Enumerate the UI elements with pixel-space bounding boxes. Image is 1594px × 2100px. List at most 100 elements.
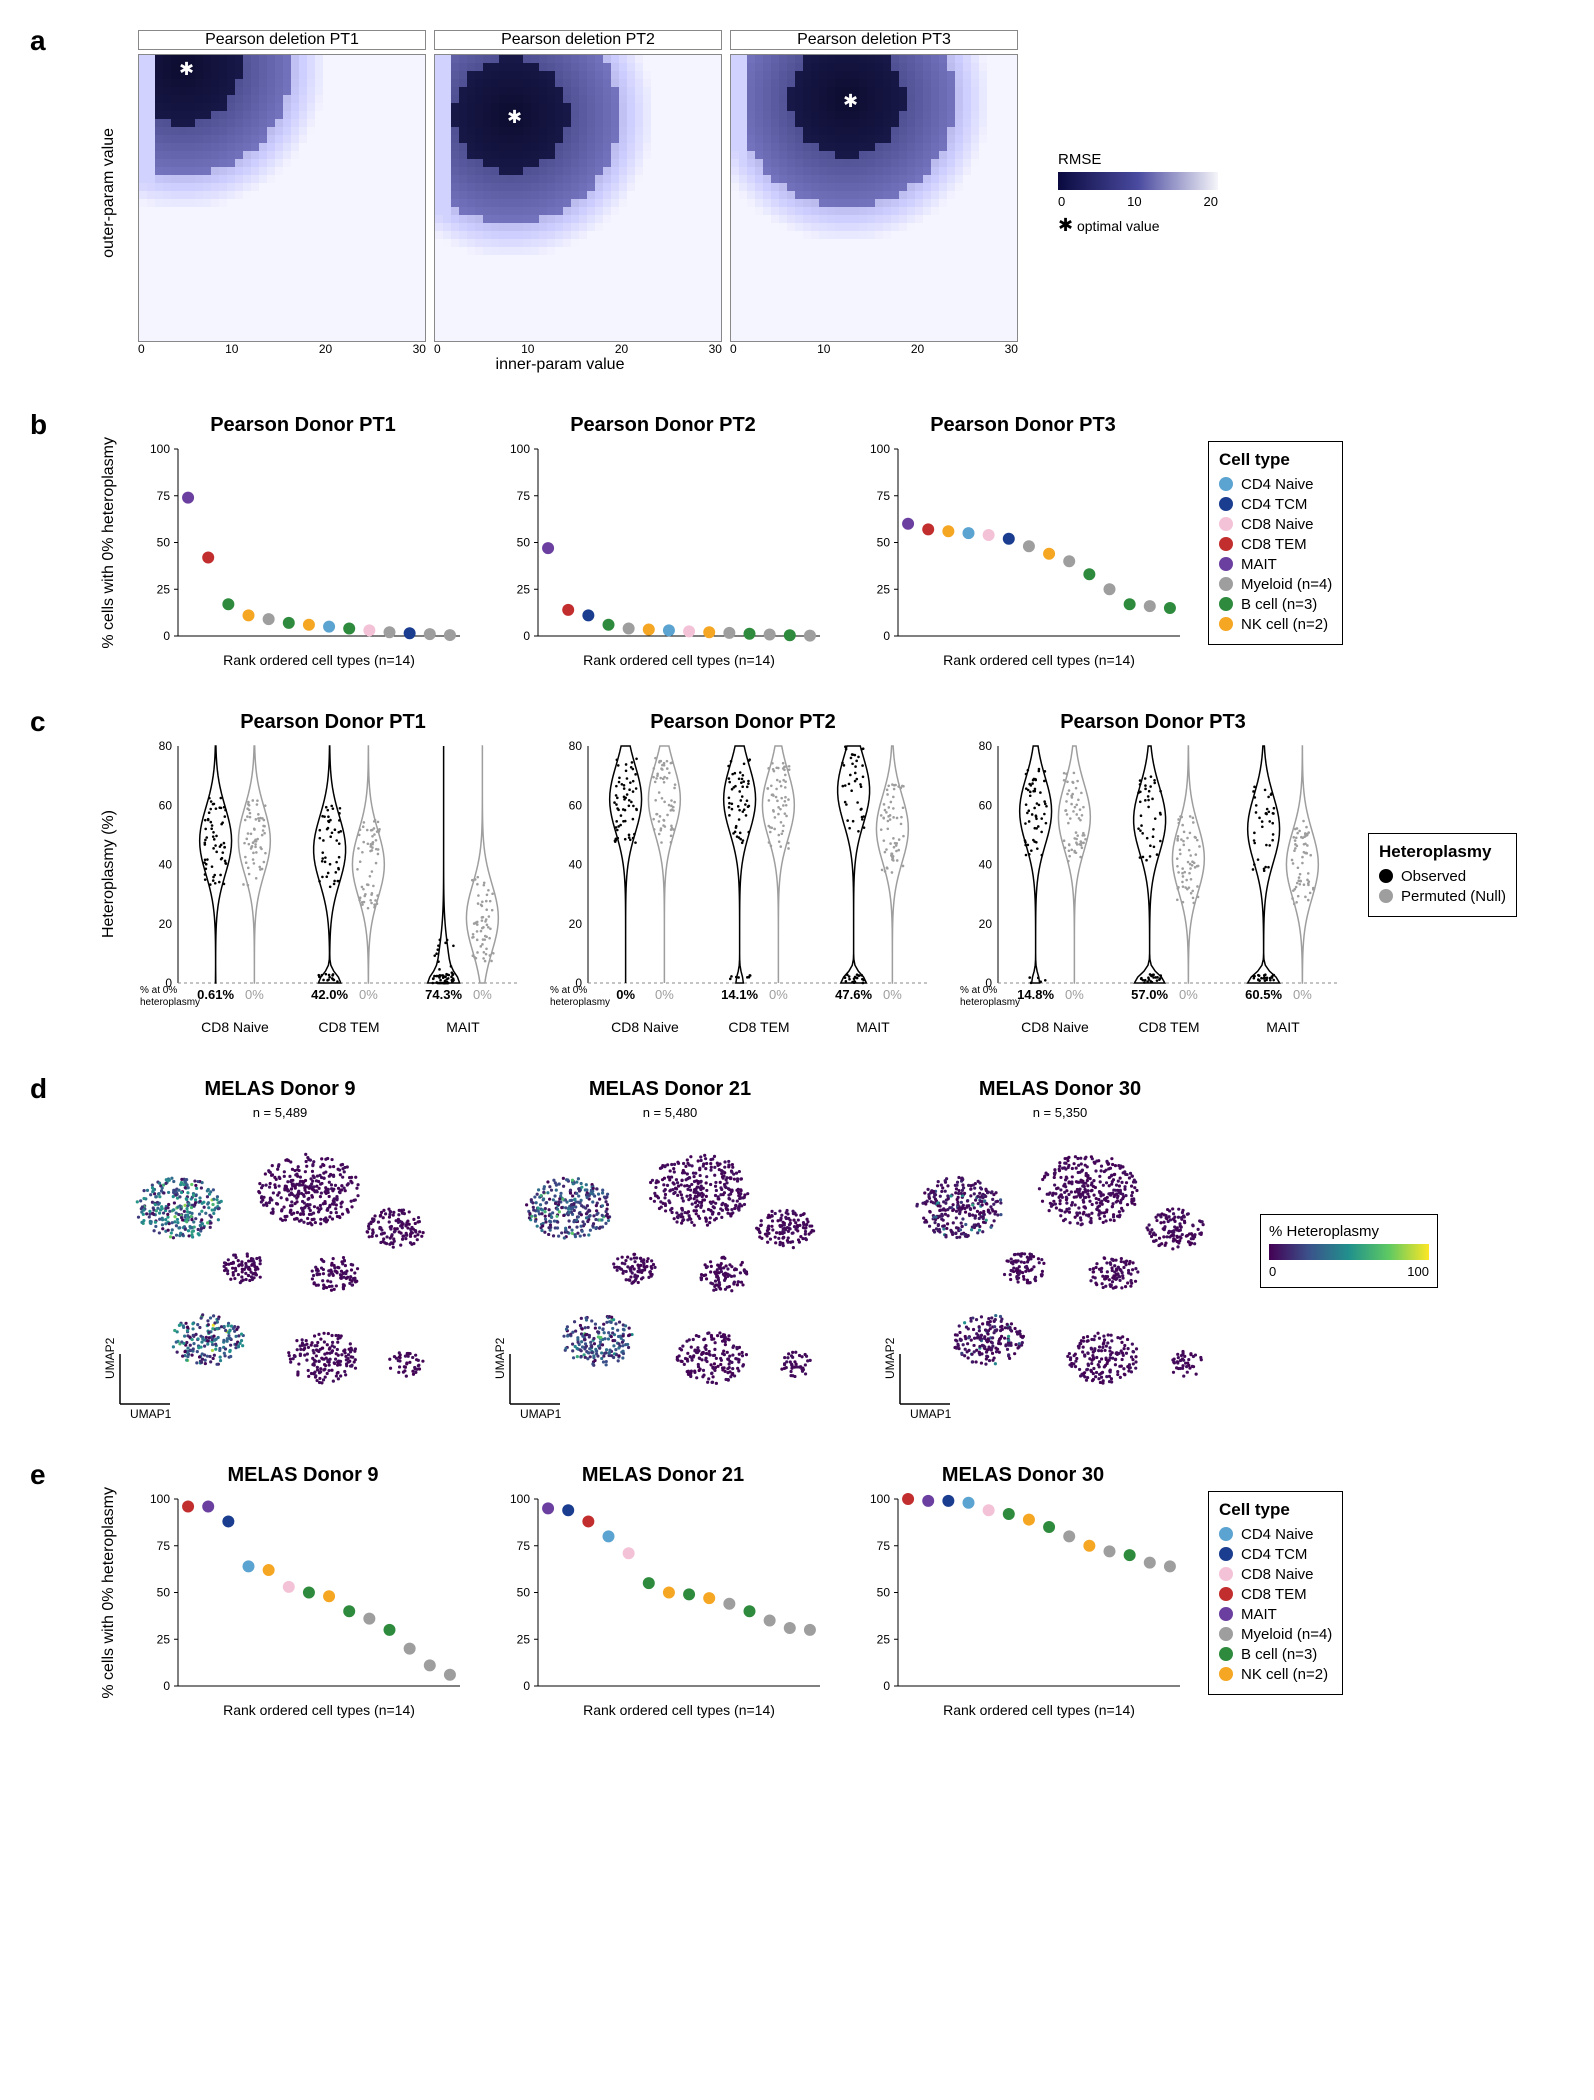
- legend-label: Observed: [1401, 868, 1466, 885]
- legend-label: CD8 TEM: [1241, 1586, 1307, 1603]
- legend-item: MAIT: [1219, 1606, 1332, 1623]
- legend-label: NK cell (n=2): [1241, 1666, 1328, 1683]
- swatch-icon: [1219, 1607, 1233, 1621]
- svg-text:80: 80: [569, 739, 583, 753]
- facet-n: n = 5,350: [880, 1105, 1240, 1120]
- svg-text:✱: ✱: [843, 91, 858, 111]
- svg-text:0%: 0%: [883, 987, 902, 1002]
- legend-title: Heteroplasmy: [1379, 842, 1506, 862]
- panel-d-plots: MELAS Donor 9n = 5,489UMAP2UMAP1MELAS Do…: [100, 1078, 1240, 1424]
- svg-text:50: 50: [157, 536, 171, 550]
- svg-text:Rank ordered cell types (n=14): Rank ordered cell types (n=14): [583, 652, 775, 668]
- het-tick: 100: [1407, 1264, 1429, 1279]
- legend-label: CD4 Naive: [1241, 1526, 1314, 1543]
- legend-hetero-items: Observed Permuted (Null): [1379, 868, 1506, 905]
- svg-text:0: 0: [523, 629, 530, 643]
- facet-title: Pearson deletion PT3: [730, 30, 1018, 50]
- rmse-tick: 0: [1058, 194, 1065, 209]
- rank-scatter: MELAS Donor 90255075100Rank ordered cell…: [138, 1464, 468, 1721]
- svg-text:0%: 0%: [359, 987, 378, 1002]
- svg-text:14.1%: 14.1%: [721, 987, 758, 1002]
- facet-title: MELAS Donor 30: [858, 1464, 1188, 1487]
- panel-c-label: c: [30, 706, 46, 738]
- legend-label: CD8 TEM: [1241, 536, 1307, 553]
- rank-scatter: MELAS Donor 300255075100Rank ordered cel…: [858, 1464, 1188, 1721]
- panel-a-label: a: [30, 25, 46, 57]
- svg-text:Rank ordered cell types (n=14): Rank ordered cell types (n=14): [943, 652, 1135, 668]
- svg-text:CD8 Naive: CD8 Naive: [611, 1019, 679, 1035]
- legend-item: NK cell (n=2): [1219, 1666, 1332, 1683]
- legend-item: CD4 Naive: [1219, 1526, 1332, 1543]
- svg-text:75: 75: [877, 489, 891, 503]
- legend-label: Myeloid (n=4): [1241, 576, 1332, 593]
- svg-text:14.8%: 14.8%: [1017, 987, 1054, 1002]
- facet-title: Pearson Donor PT2: [498, 414, 828, 437]
- panel-e: e % cells with 0% heteroplasmy MELAS Don…: [40, 1464, 1554, 1721]
- svg-text:0.61%: 0.61%: [197, 987, 234, 1002]
- swatch-icon: [1219, 497, 1233, 511]
- legend-label: CD4 TCM: [1241, 496, 1307, 513]
- legend-label: B cell (n=3): [1241, 596, 1317, 613]
- umap-facet: MELAS Donor 9n = 5,489UMAP2UMAP1: [100, 1078, 460, 1424]
- svg-text:47.6%: 47.6%: [835, 987, 872, 1002]
- panel-b-ylabel: % cells with 0% heteroplasmy: [100, 437, 118, 649]
- svg-text:75: 75: [157, 489, 171, 503]
- rank-scatter: Pearson Donor PT20255075100Rank ordered …: [498, 414, 828, 671]
- legend-item: Myeloid (n=4): [1219, 1626, 1332, 1643]
- facet-title: MELAS Donor 21: [490, 1078, 850, 1101]
- svg-text:60: 60: [569, 798, 583, 812]
- heatmap-facet: Pearson deletion PT3✱0102030: [730, 30, 1018, 356]
- svg-text:heteroplasmy: heteroplasmy: [550, 997, 610, 1008]
- panel-c-legend: Heteroplasmy Observed Permuted (Null): [1368, 833, 1517, 917]
- panel-b-label: b: [30, 409, 47, 441]
- svg-text:✱: ✱: [179, 59, 194, 79]
- legend-item: CD4 Naive: [1219, 476, 1332, 493]
- swatch-icon: [1219, 557, 1233, 571]
- svg-text:40: 40: [569, 858, 583, 872]
- rmse-colorbar: [1058, 172, 1218, 194]
- legend-item: NK cell (n=2): [1219, 616, 1332, 633]
- panel-a-xlabel: inner-param value: [100, 356, 1020, 374]
- rank-scatter: Pearson Donor PT30255075100Rank ordered …: [858, 414, 1188, 671]
- svg-text:74.3%: 74.3%: [425, 987, 462, 1002]
- legend-item: B cell (n=3): [1219, 596, 1332, 613]
- rank-scatter: Pearson Donor PT10255075100Rank ordered …: [138, 414, 468, 671]
- het-colorbar-label: % Heteroplasmy: [1269, 1223, 1429, 1240]
- svg-text:100: 100: [870, 442, 890, 456]
- svg-text:CD8 Naive: CD8 Naive: [1021, 1019, 1089, 1035]
- legend-label: CD8 Naive: [1241, 516, 1314, 533]
- legend-label: Myeloid (n=4): [1241, 1626, 1332, 1643]
- legend-label: CD8 Naive: [1241, 1566, 1314, 1583]
- facet-title: MELAS Donor 30: [880, 1078, 1240, 1101]
- panel-b: b % cells with 0% heteroplasmy Pearson D…: [40, 414, 1554, 671]
- panel-e-label: e: [30, 1459, 46, 1491]
- legend-label: MAIT: [1241, 556, 1277, 573]
- optimal-note: optimal value: [1077, 218, 1160, 234]
- swatch-icon: [1219, 537, 1233, 551]
- svg-text:80: 80: [979, 739, 993, 753]
- umap-facet: MELAS Donor 30n = 5,350UMAP2UMAP1: [880, 1078, 1240, 1424]
- svg-text:0%: 0%: [616, 987, 635, 1002]
- facet-title: Pearson Donor PT3: [958, 711, 1348, 734]
- umap-facet: MELAS Donor 21n = 5,480UMAP2UMAP1: [490, 1078, 850, 1424]
- rank-scatter: MELAS Donor 210255075100Rank ordered cel…: [498, 1464, 828, 1721]
- swatch-icon: [1219, 1667, 1233, 1681]
- svg-text:20: 20: [159, 917, 173, 931]
- legend-item: B cell (n=3): [1219, 1646, 1332, 1663]
- svg-text:0%: 0%: [473, 987, 492, 1002]
- legend-label: MAIT: [1241, 1606, 1277, 1623]
- swatch-icon: [1219, 577, 1233, 591]
- panel-e-legend: Cell typeCD4 NaiveCD4 TCMCD8 NaiveCD8 TE…: [1208, 1491, 1343, 1695]
- legend-item: Observed: [1379, 868, 1506, 885]
- facet-title: MELAS Donor 21: [498, 1464, 828, 1487]
- rmse-tick: 10: [1127, 194, 1141, 209]
- legend-item: CD8 TEM: [1219, 536, 1332, 553]
- svg-text:25: 25: [517, 582, 531, 596]
- svg-text:0%: 0%: [1065, 987, 1084, 1002]
- svg-text:0: 0: [163, 629, 170, 643]
- svg-text:CD8 TEM: CD8 TEM: [728, 1019, 789, 1035]
- panel-c-plots: Pearson Donor PT10204060800.61%0%CD8 Nai…: [138, 711, 1348, 1038]
- panel-a-plots: Pearson deletion PT1✱0102030Pearson dele…: [138, 30, 1018, 356]
- legend-item: Myeloid (n=4): [1219, 576, 1332, 593]
- legend-item: Permuted (Null): [1379, 888, 1506, 905]
